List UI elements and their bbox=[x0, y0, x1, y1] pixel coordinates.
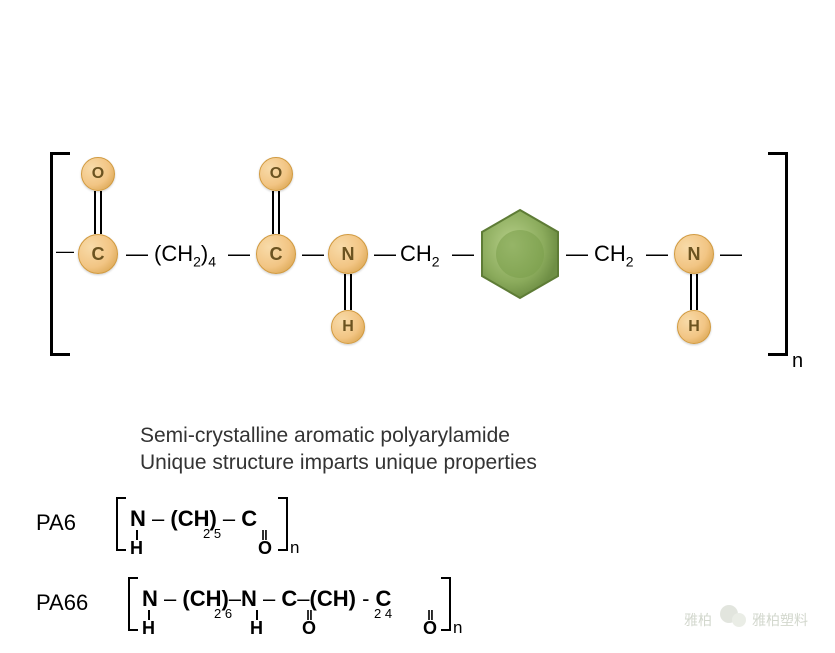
main-bracket-right bbox=[768, 152, 788, 356]
pa66-c1-o: O bbox=[302, 618, 316, 639]
atom-oxygen-2: O bbox=[259, 157, 293, 191]
atom-carbon-2: C bbox=[256, 234, 296, 274]
atom-hydrogen-1: H bbox=[331, 310, 365, 344]
atom-label: N bbox=[688, 244, 701, 265]
atom-oxygen-1: O bbox=[81, 157, 115, 191]
pa66-n2-h: H bbox=[250, 618, 263, 639]
atom-label: C bbox=[92, 244, 105, 265]
watermark-right: 雅柏塑料 bbox=[752, 610, 808, 630]
atom-label: H bbox=[342, 318, 354, 336]
label-ch2-b: CH2 bbox=[594, 241, 634, 269]
main-subscript-n: n bbox=[792, 350, 803, 373]
atom-label: O bbox=[270, 165, 282, 183]
bond-dash-2: — bbox=[228, 241, 250, 267]
pa6-subscript-n: n bbox=[290, 538, 299, 558]
pa66-bracket-right bbox=[441, 577, 451, 631]
atom-label: N bbox=[342, 244, 355, 265]
benzene-ring bbox=[478, 206, 562, 302]
label-ch2-a: CH2 bbox=[400, 241, 440, 269]
chemical-structure-diagram: n C O — (CH2)4 — C O — N H — CH2 — bbox=[0, 0, 835, 653]
atom-label: O bbox=[92, 165, 104, 183]
pa66-sub-24: 2 4 bbox=[374, 606, 392, 621]
pa66-subscript-n: n bbox=[453, 618, 462, 638]
bond-dash-6: — bbox=[566, 241, 588, 267]
atom-hydrogen-2: H bbox=[677, 310, 711, 344]
pa66-formula: N – (CH)–N – C–(CH) - C bbox=[142, 586, 391, 614]
bond-dash-1: — bbox=[126, 241, 148, 267]
pa6-bracket-right bbox=[278, 497, 288, 551]
wechat-icon bbox=[718, 603, 748, 629]
atom-label: C bbox=[270, 244, 283, 265]
pa6-bracket-left bbox=[116, 497, 126, 551]
bond-dash-7: — bbox=[646, 241, 668, 267]
pa66-n1-h: H bbox=[142, 618, 155, 639]
pa66-sub-26: 2 6 bbox=[214, 606, 232, 621]
pa66-label: PA66 bbox=[36, 590, 88, 616]
pa6-formula: N – (CH) – C bbox=[130, 506, 257, 534]
bond-dash-3: — bbox=[302, 241, 324, 267]
pa6-sub-25: 2 5 bbox=[203, 526, 221, 541]
watermark-left: 雅柏 bbox=[684, 610, 712, 630]
label-ch2-4: (CH2)4 bbox=[154, 241, 216, 269]
atom-nitrogen-2: N bbox=[674, 234, 714, 274]
atom-label: H bbox=[688, 318, 700, 336]
atom-carbon-1: C bbox=[78, 234, 118, 274]
atom-nitrogen-1: N bbox=[328, 234, 368, 274]
caption-line-2: Unique structure imparts unique properti… bbox=[140, 451, 537, 475]
pa6-c-o: O bbox=[258, 538, 272, 559]
pa6-label: PA6 bbox=[36, 510, 76, 536]
pa6-n-h: H bbox=[130, 538, 143, 559]
pa66-c2-o: O bbox=[423, 618, 437, 639]
bond-dash-4: — bbox=[374, 241, 396, 267]
caption-line-1: Semi-crystalline aromatic polyarylamide bbox=[140, 424, 510, 448]
bond-dash-8: — bbox=[720, 241, 742, 267]
bond-dash-5: — bbox=[452, 241, 474, 267]
bond-dash-0: — bbox=[56, 241, 74, 262]
pa66-bracket-left bbox=[128, 577, 138, 631]
